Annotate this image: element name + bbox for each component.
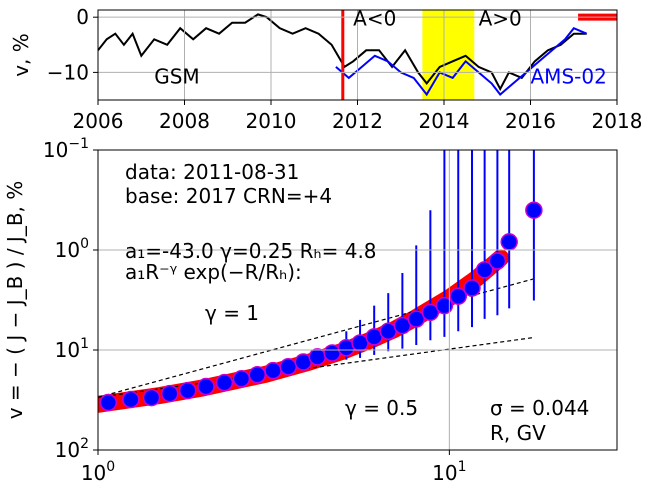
tick-label: 100 [55, 236, 89, 262]
tick-label: 2016 [505, 109, 556, 133]
x-axis-label: R, GV [490, 421, 546, 445]
data-point [421, 303, 440, 322]
tick-exponent: 1 [458, 459, 467, 475]
plot-area [98, 150, 543, 413]
data-point [215, 373, 234, 392]
tick-exponent: −1 [68, 136, 89, 152]
tick-label: 102 [55, 436, 89, 462]
data-point [178, 381, 197, 400]
annotation: γ = 0.5 [345, 396, 418, 420]
tick-base: 10 [55, 238, 80, 262]
tick-label: 10−1 [43, 136, 89, 162]
tick-exponent: 0 [80, 236, 89, 252]
guide-line [98, 278, 535, 398]
annotation: a₁=-43.0 γ=0.25 Rₕ= 4.8 [125, 239, 377, 263]
data-point [393, 316, 412, 335]
shaded-span [422, 10, 475, 100]
data-point [264, 361, 282, 380]
data-point [142, 388, 161, 407]
series-line [98, 13, 587, 92]
data-point [248, 366, 267, 384]
tick-label: 101 [432, 459, 466, 485]
data-point [525, 201, 543, 219]
tick-label: 0 [76, 5, 89, 29]
tick-base: 10 [55, 438, 80, 462]
tick-label: 2006 [73, 109, 124, 133]
data-point [197, 377, 215, 396]
data-point [463, 279, 481, 297]
tick-exponent: 0 [106, 459, 115, 475]
data-point [279, 357, 298, 376]
tick-base: 10 [81, 461, 106, 485]
data-point [435, 296, 454, 315]
tick-label: 2010 [246, 109, 297, 133]
annotation: base: 2017 CRN=+4 [125, 184, 332, 208]
y-axis-label: v, % [9, 33, 33, 77]
tick-base: 10 [43, 138, 68, 162]
series-label: AMS-02 [531, 64, 607, 88]
tick-label: 2008 [159, 109, 210, 133]
tick-label: 100 [81, 459, 115, 485]
tick-exponent: 2 [80, 436, 89, 452]
annotation: γ = 1 [205, 301, 259, 325]
data-point [449, 287, 468, 305]
data-point [500, 233, 518, 251]
tick-exponent: 1 [80, 336, 89, 352]
series-line [335, 26, 588, 97]
tick-label: 2018 [592, 109, 643, 133]
data-point [99, 393, 118, 412]
tick-base: 10 [432, 461, 457, 485]
annotation: data: 2011-08-31 [125, 160, 299, 184]
tick-base: 10 [55, 338, 80, 362]
series-label: GSM [154, 64, 199, 88]
data-point [488, 252, 507, 270]
plot-area [98, 10, 617, 100]
data-point [160, 384, 179, 403]
data-point [232, 370, 251, 388]
axes-frame [97, 9, 618, 101]
axes-frame [97, 149, 618, 451]
tick-label: 2014 [419, 109, 470, 133]
tick-label: −10 [47, 60, 89, 84]
annotation: a₁R⁻ᵞ exp(−R/Rₕ): [125, 260, 302, 284]
data-point [475, 261, 494, 279]
data-point [308, 348, 327, 366]
tick-label: 101 [55, 336, 89, 362]
annotation: σ = 0.044 [490, 396, 589, 420]
y-axis-label: v = − ( J − J_B ) / J_B, % [3, 181, 27, 420]
data-point [122, 390, 140, 409]
data-point [407, 310, 426, 328]
tick-label: 2012 [332, 109, 383, 133]
